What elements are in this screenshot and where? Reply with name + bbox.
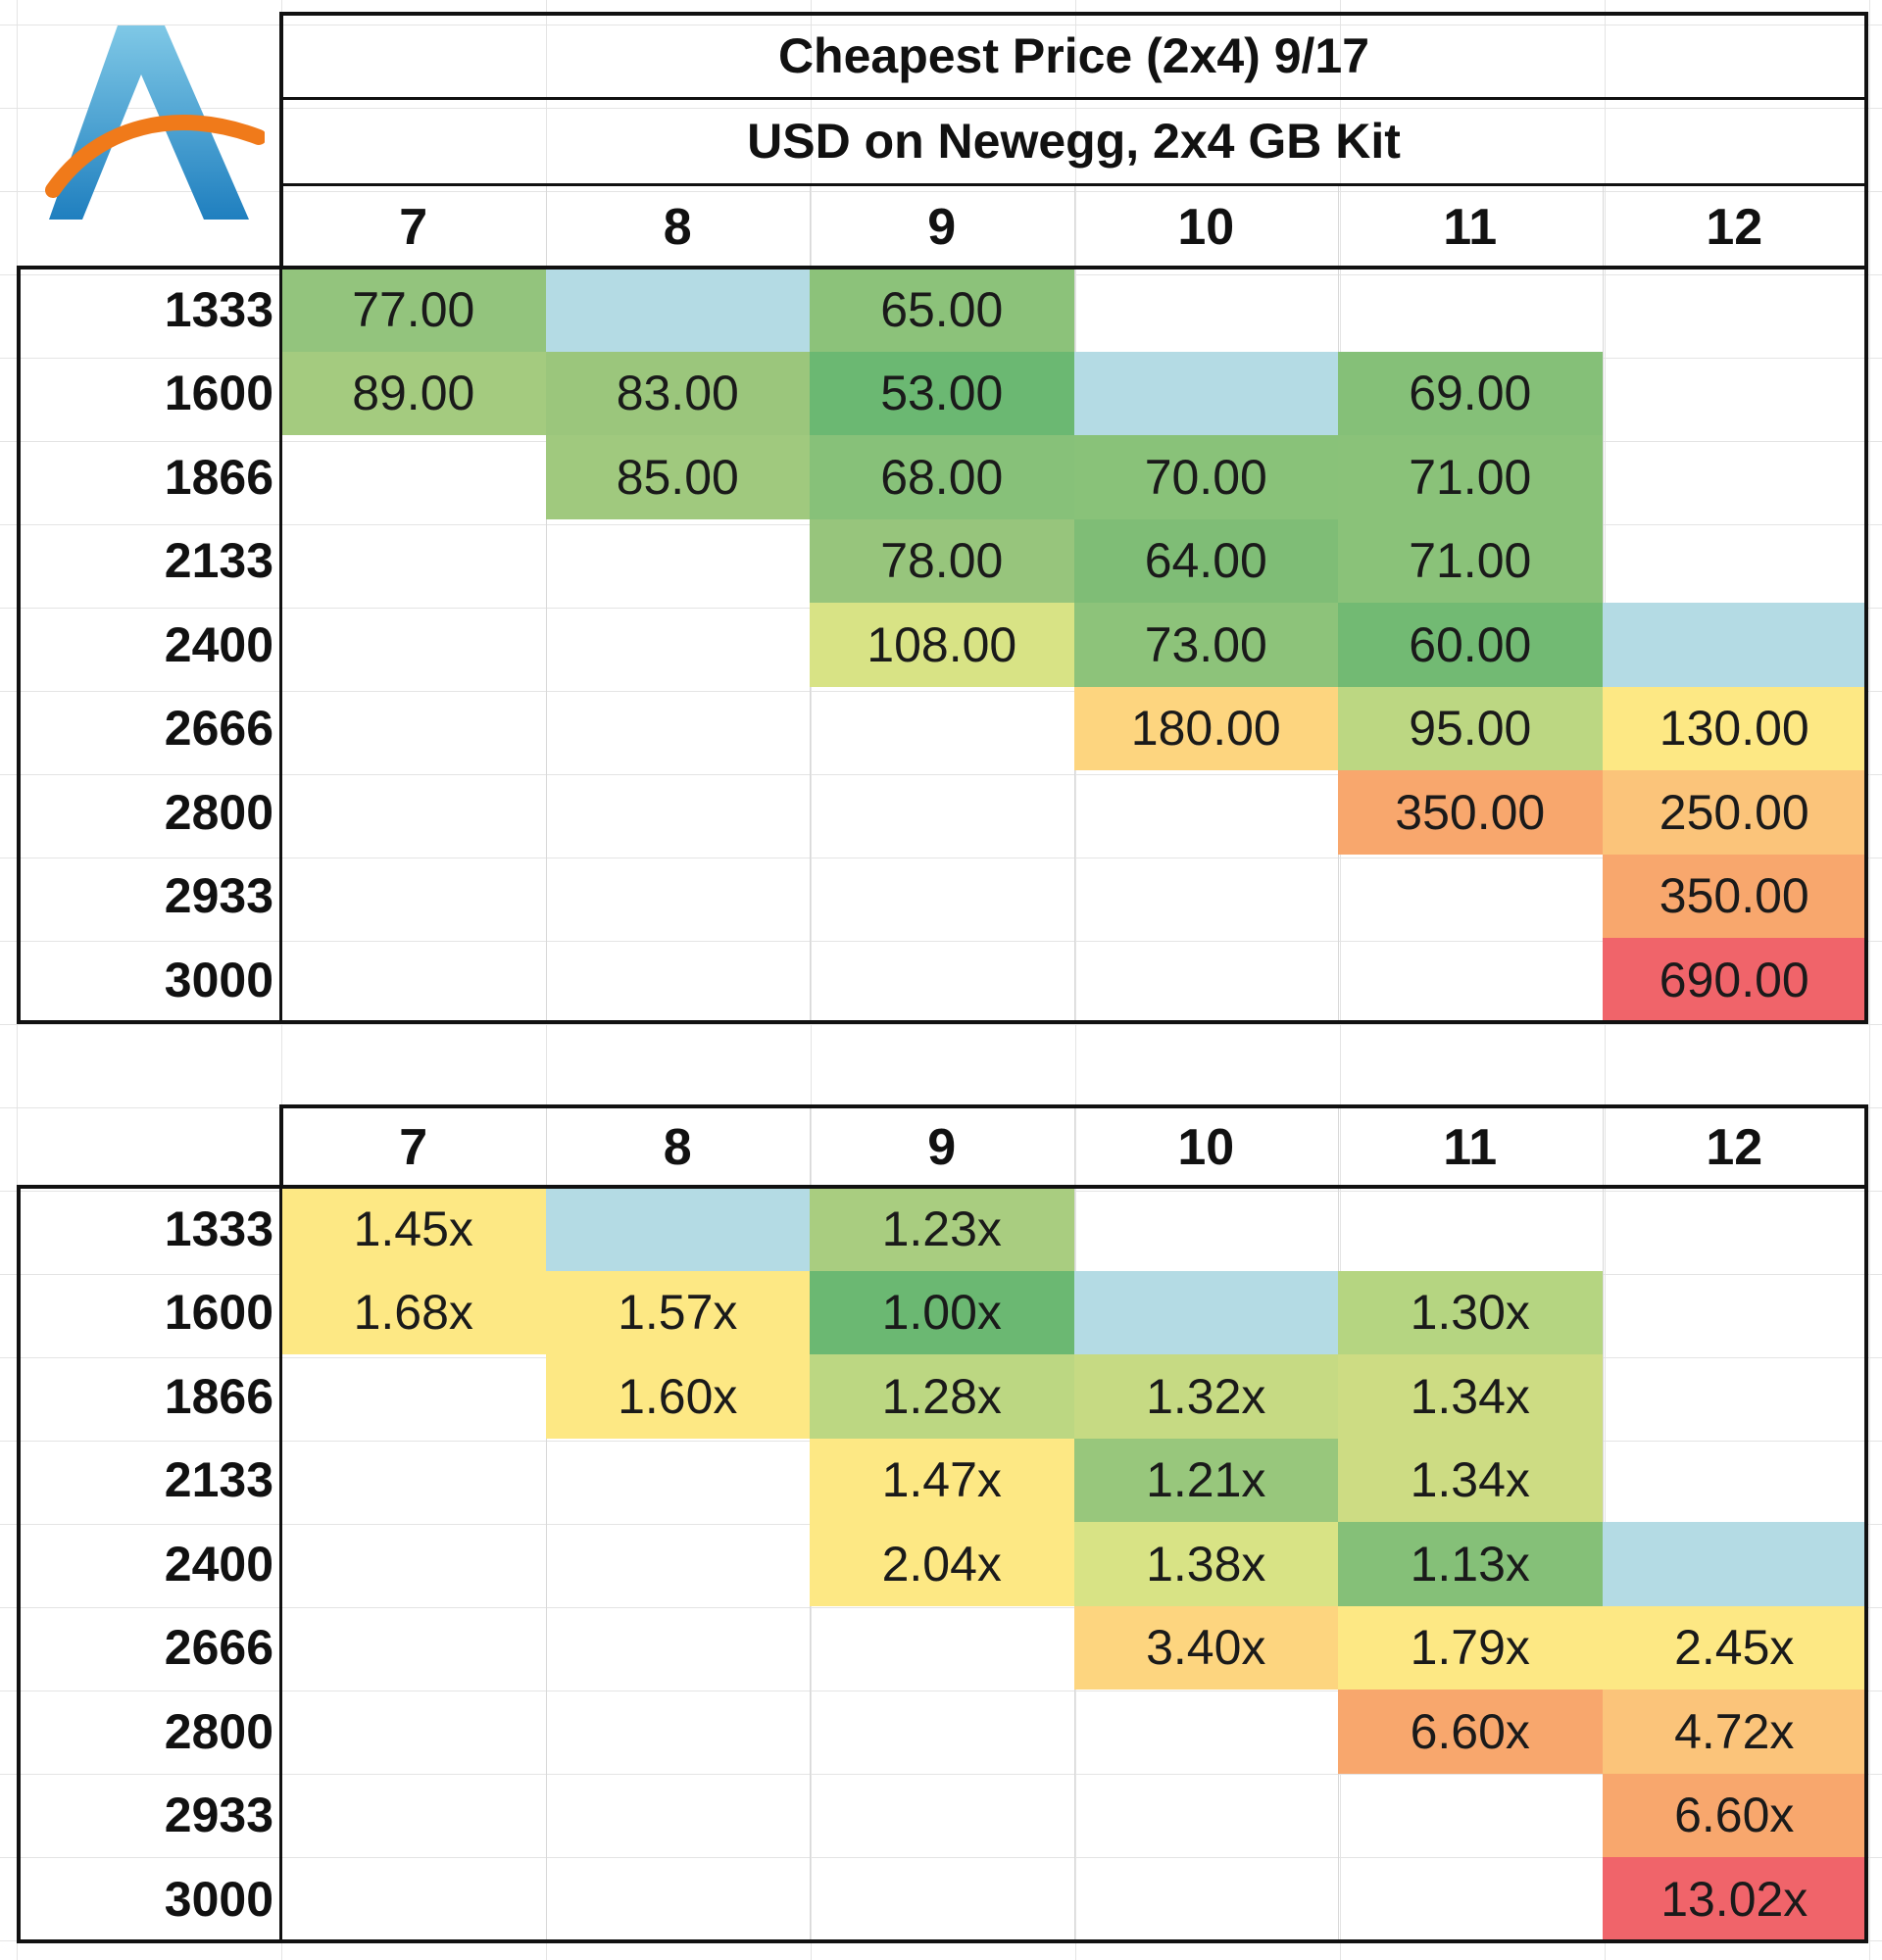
column-header: 9 <box>927 198 957 256</box>
label-divider <box>279 268 282 1022</box>
table-cell: 1.47x <box>810 1438 1074 1522</box>
row-label: 3000 <box>164 952 273 1007</box>
table-cell: 71.00 <box>1338 518 1603 603</box>
table-cell: 1.45x <box>281 1187 546 1271</box>
column-header: 11 <box>1443 1118 1498 1176</box>
table-subtitle: USD on Newegg, 2x4 GB Kit <box>747 114 1401 169</box>
row-label: 2133 <box>164 533 273 589</box>
row-label: 2400 <box>164 616 273 672</box>
table-cell: 1.00x <box>810 1270 1074 1354</box>
column-header: 12 <box>1706 198 1763 256</box>
table-cell: 2.45x <box>1602 1605 1866 1690</box>
row-label: 2933 <box>164 868 273 924</box>
table-cell: 13.02x <box>1602 1857 1866 1941</box>
row-label: 2133 <box>164 1452 273 1508</box>
table-cell: 69.00 <box>1338 351 1603 435</box>
table-cell: 6.60x <box>1602 1773 1866 1857</box>
table-cell: 4.72x <box>1602 1690 1866 1774</box>
row-label: 2400 <box>164 1536 273 1592</box>
column-header: 10 <box>1177 1118 1235 1176</box>
table-cell: 180.00 <box>1073 686 1338 770</box>
table-cell: 1.34x <box>1338 1438 1603 1522</box>
row-label: 1600 <box>164 366 273 421</box>
column-header: 7 <box>399 198 428 256</box>
row-label: 1333 <box>164 281 273 337</box>
table-cell: 83.00 <box>545 351 810 435</box>
column-header: 9 <box>927 1118 957 1176</box>
table-cell <box>1602 1522 1866 1606</box>
column-gridline <box>545 1107 547 1941</box>
table-cell: 95.00 <box>1338 686 1603 770</box>
table-cell: 65.00 <box>810 268 1074 352</box>
table-cell: 70.00 <box>1073 435 1338 519</box>
table-cell: 78.00 <box>810 518 1074 603</box>
column-header: 11 <box>1443 198 1498 256</box>
table-cell <box>1073 1270 1338 1354</box>
table-cell: 350.00 <box>1338 770 1603 855</box>
column-header: 12 <box>1706 1118 1763 1176</box>
table-cell: 690.00 <box>1602 938 1866 1022</box>
table-cell <box>1602 603 1866 687</box>
table-cell: 1.60x <box>545 1354 810 1439</box>
row-label: 2933 <box>164 1788 273 1843</box>
table-cell: 1.57x <box>545 1270 810 1354</box>
column-gridline <box>545 186 547 1022</box>
table-cell <box>1073 351 1338 435</box>
table-cell: 77.00 <box>281 268 546 352</box>
column-header: 8 <box>663 198 692 256</box>
row-label: 2800 <box>164 784 273 840</box>
logo-a-icon <box>45 25 265 220</box>
table-cell: 85.00 <box>545 435 810 519</box>
title-divider <box>281 97 1866 100</box>
table-cell: 1.13x <box>1338 1522 1603 1606</box>
table-title: Cheapest Price (2x4) 9/17 <box>777 27 1370 83</box>
table-cell: 130.00 <box>1602 686 1866 770</box>
table-cell: 1.79x <box>1338 1605 1603 1690</box>
table-cell: 250.00 <box>1602 770 1866 855</box>
column-header: 8 <box>663 1118 692 1176</box>
row-label: 2800 <box>164 1703 273 1759</box>
table-cell: 71.00 <box>1338 435 1603 519</box>
table-cell: 53.00 <box>810 351 1074 435</box>
table-cell <box>545 268 810 352</box>
row-label: 1333 <box>164 1200 273 1256</box>
table-cell: 60.00 <box>1338 603 1603 687</box>
column-header: 7 <box>399 1118 428 1176</box>
table-cell: 2.04x <box>810 1522 1074 1606</box>
label-divider <box>279 1187 282 1941</box>
table-cell: 1.28x <box>810 1354 1074 1439</box>
row-label: 1866 <box>164 449 273 505</box>
table-cell: 1.30x <box>1338 1270 1603 1354</box>
table-cell: 108.00 <box>810 603 1074 687</box>
table-cell: 89.00 <box>281 351 546 435</box>
table-cell: 1.34x <box>1338 1354 1603 1439</box>
table-cell: 73.00 <box>1073 603 1338 687</box>
row-label: 2666 <box>164 701 273 757</box>
column-header: 10 <box>1177 198 1235 256</box>
table-cell: 64.00 <box>1073 518 1338 603</box>
table-cell <box>545 1187 810 1271</box>
table-cell: 3.40x <box>1073 1605 1338 1690</box>
table-cell: 350.00 <box>1602 854 1866 938</box>
table-cell: 1.21x <box>1073 1438 1338 1522</box>
table-cell: 1.38x <box>1073 1522 1338 1606</box>
table-cell: 68.00 <box>810 435 1074 519</box>
row-label: 1600 <box>164 1285 273 1341</box>
row-label: 3000 <box>164 1871 273 1927</box>
table-cell: 1.68x <box>281 1270 546 1354</box>
table-cell: 6.60x <box>1338 1690 1603 1774</box>
row-label: 2666 <box>164 1620 273 1676</box>
row-label: 1866 <box>164 1368 273 1424</box>
subtitle-divider <box>281 183 1866 186</box>
table-cell: 1.23x <box>810 1187 1074 1271</box>
table-cell: 1.32x <box>1073 1354 1338 1439</box>
